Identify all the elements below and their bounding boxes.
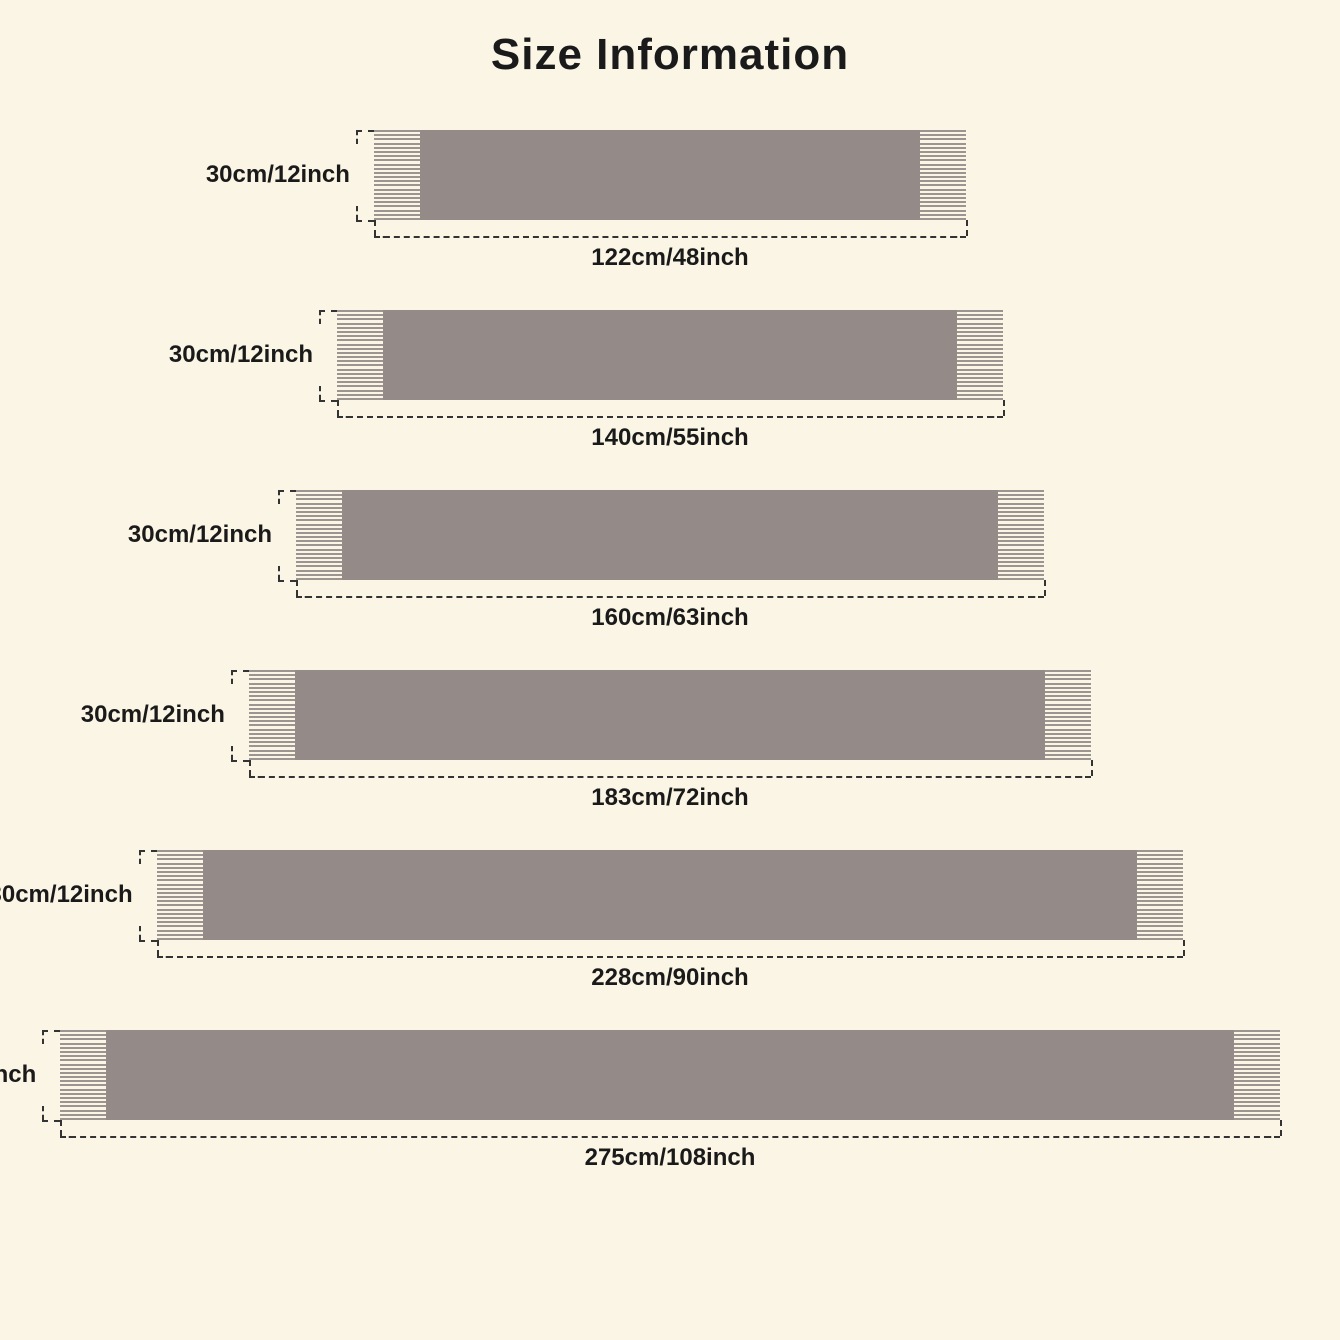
width-label: 183cm/72inch <box>591 784 748 812</box>
height-label: 30cm/12inch <box>206 161 350 189</box>
fringe-left <box>296 490 342 580</box>
width-label: 140cm/55inch <box>591 424 748 452</box>
size-row: 30cm/12inch 183cm/72inch <box>0 650 1340 830</box>
runner-bar <box>203 850 1138 940</box>
height-label: 30cm/12inch <box>128 521 272 549</box>
fringe-right <box>957 310 1003 400</box>
width-label: 122cm/48inch <box>591 244 748 272</box>
runner-bar <box>106 1030 1234 1120</box>
fringe-right <box>920 130 966 220</box>
size-row: 30cm/12inch 228cm/90inch <box>0 830 1340 1010</box>
runner-bar <box>295 670 1045 760</box>
height-label: 30cm/12inch <box>169 341 313 369</box>
page-title: Size Information <box>0 0 1340 80</box>
size-chart: 30cm/12inch 122cm/48inch 30cm/12inch 140cm/… <box>0 110 1340 1190</box>
height-label: 30cm/12inch <box>81 701 225 729</box>
runner-bar <box>342 490 998 580</box>
size-row: 30cm/12inch 140cm/55inch <box>0 290 1340 470</box>
width-label: 275cm/108inch <box>585 1144 756 1172</box>
fringe-right <box>1137 850 1183 940</box>
fringe-right <box>998 490 1044 580</box>
size-row: 30cm/12inch 160cm/63inch <box>0 470 1340 650</box>
size-row: 30cm/12inch 122cm/48inch <box>0 110 1340 290</box>
fringe-right <box>1234 1030 1280 1120</box>
fringe-left <box>249 670 295 760</box>
fringe-left <box>60 1030 106 1120</box>
height-label: 30cm/12inch <box>0 881 133 909</box>
fringe-right <box>1045 670 1091 760</box>
runner-bar <box>420 130 920 220</box>
fringe-left <box>337 310 383 400</box>
size-row: 30cm/12inch 275cm/108inch <box>0 1010 1340 1190</box>
width-label: 160cm/63inch <box>591 604 748 632</box>
fringe-left <box>374 130 420 220</box>
fringe-left <box>157 850 203 940</box>
height-label: 30cm/12inch <box>0 1061 36 1089</box>
width-label: 228cm/90inch <box>591 964 748 992</box>
runner-bar <box>383 310 957 400</box>
